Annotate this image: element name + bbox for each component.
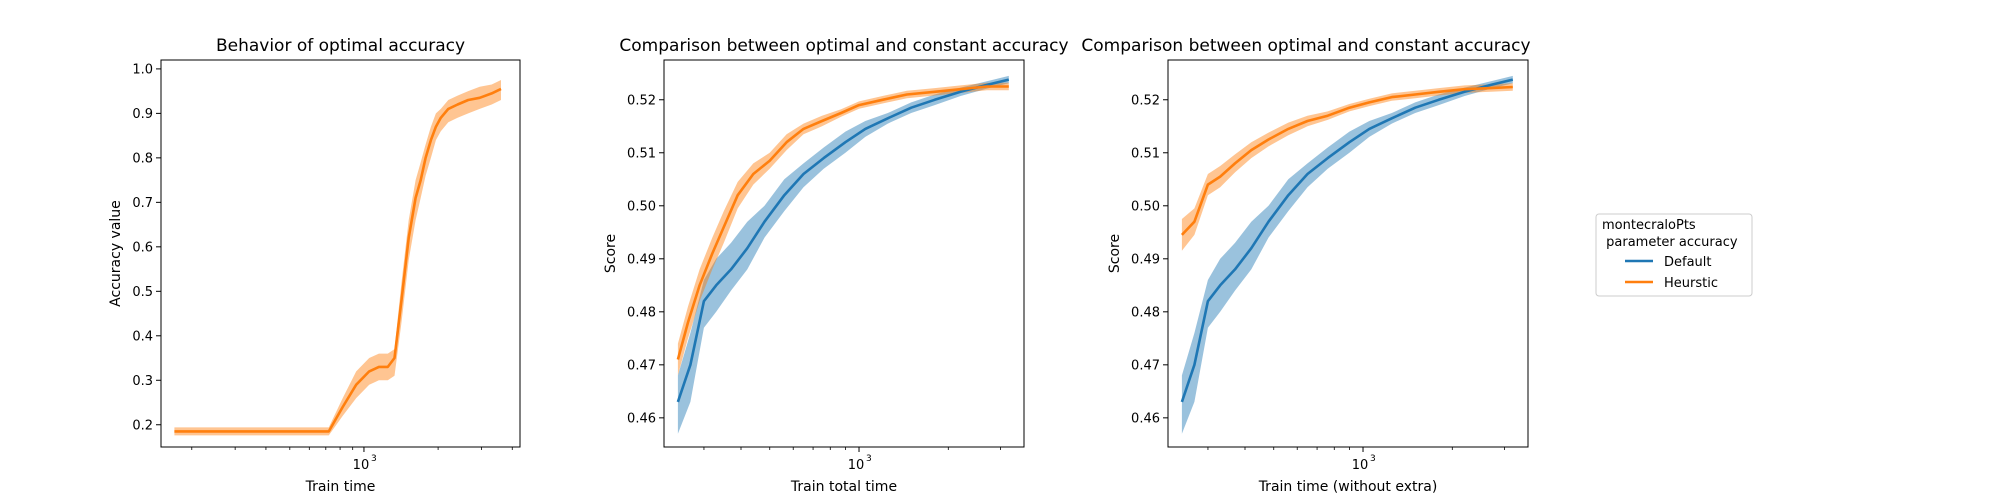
panel-comparison-total-time: 0.46 0.47 0.48 0.49 0.50 0.51 0.52 10 3 Compari… [603,36,1069,495]
series-line-series-0 [174,87,502,433]
x-tick-exponent: 3 [866,454,872,464]
x-tick-exponent: 3 [371,454,377,464]
x-tick-label: 10 [1352,458,1369,473]
plot-frame [663,59,1025,448]
y-tick-label: 0.51 [1131,146,1160,161]
y-tick-label: 1.0 [132,62,153,77]
panel-optimal-accuracy: 0.2 0.3 0.4 0.5 0.6 0.7 0.8 0.9 1.0 10 3 Behavior… [108,36,521,495]
legend-label-heurstic: Heurstic [1664,276,1718,291]
y-tick-label: 0.47 [1131,358,1160,373]
x-axis-label: Train time [305,479,376,495]
legend-label-default: Default [1664,255,1712,270]
x-axis-label: Train time (without extra) [1258,479,1438,495]
panel-comparison-without-extra: 0.46 0.47 0.48 0.49 0.50 0.51 0.52 10 3 Compari… [1081,36,1530,495]
series-line-heurstic [1180,85,1513,236]
chart-title: Comparison between optimal and constant … [619,36,1068,56]
confidence-band-default [1181,75,1513,434]
y-tick-label: 0.9 [132,107,153,122]
y-tick-label: 0.48 [627,305,656,320]
confidence-band-series-0 [174,80,501,436]
x-ticks: 10 3 [703,447,1001,473]
y-tick-label: 0.49 [1131,252,1160,267]
y-ticks: 0.46 0.47 0.48 0.49 0.50 0.51 0.52 [627,93,664,426]
legend-frame [1595,213,1753,297]
y-tick-label: 0.52 [627,93,656,108]
chart-title: Behavior of optimal accuracy [216,36,465,56]
series-lines [676,78,1010,403]
plot-frame [1167,59,1529,448]
x-tick-exponent: 3 [1370,454,1376,464]
x-ticks: 10 3 [191,447,513,473]
series-lines [174,87,502,433]
series-line-default [676,78,1010,403]
confidence-band-default [677,75,1009,434]
chart-title: Comparison between optimal and constant … [1081,36,1530,56]
confidence-bands [677,75,1009,434]
y-tick-label: 0.7 [132,196,153,211]
y-tick-label: 0.48 [1131,305,1160,320]
confidence-bands [174,80,501,436]
confidence-bands [1181,75,1513,434]
y-tick-label: 0.50 [1131,199,1160,214]
series-line-heurstic [676,85,1009,360]
y-tick-label: 0.49 [627,252,656,267]
x-tick-label: 10 [353,458,370,473]
y-axis-label: Accuracy value [108,200,124,307]
y-tick-label: 0.47 [627,358,656,373]
y-axis-label: Score [1107,234,1123,273]
plot-frame [160,59,521,448]
y-tick-label: 0.3 [132,374,153,389]
y-tick-label: 0.6 [132,240,153,255]
legend: montecraloPts parameter accuracy Default… [1595,213,1753,297]
x-axis-label: Train total time [790,479,897,495]
y-ticks: 0.46 0.47 0.48 0.49 0.50 0.51 0.52 [1131,93,1168,426]
series-lines [1180,78,1514,403]
y-tick-label: 0.52 [1131,93,1160,108]
legend-title-line2: parameter accuracy [1602,235,1738,250]
y-tick-label: 0.46 [627,411,656,426]
y-axis-label: Score [603,234,619,273]
x-ticks: 10 3 [1207,447,1505,473]
x-tick-label: 10 [848,458,865,473]
y-tick-label: 0.46 [1131,411,1160,426]
series-line-default [1180,78,1514,403]
y-tick-label: 0.50 [627,199,656,214]
y-tick-label: 0.4 [132,329,153,344]
y-tick-label: 0.2 [132,418,153,433]
legend-title-line1: montecraloPts [1602,218,1696,233]
y-tick-label: 0.51 [627,146,656,161]
y-tick-label: 0.5 [132,285,153,300]
y-tick-label: 0.8 [132,151,153,166]
y-ticks: 0.2 0.3 0.4 0.5 0.6 0.7 0.8 0.9 1.0 [132,62,161,433]
